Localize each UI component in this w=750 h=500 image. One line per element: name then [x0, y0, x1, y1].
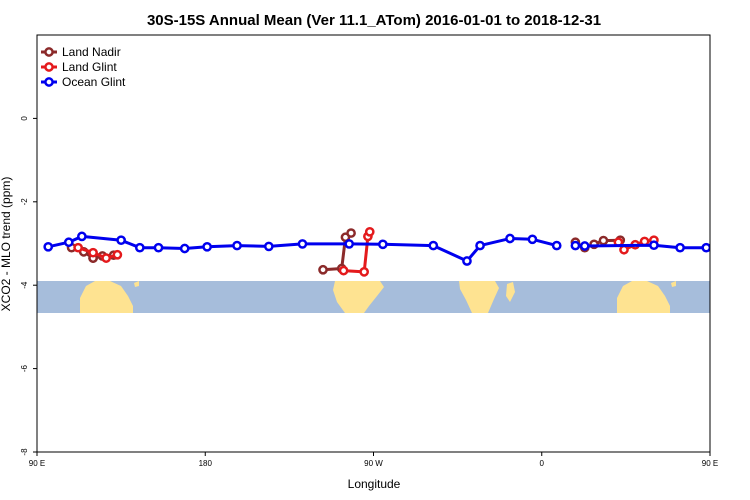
x-axis: 90 E 180 90 W 0 90 E: [29, 452, 718, 468]
series-1: [73, 226, 659, 277]
legend-swatch-marker-0: [44, 47, 54, 57]
land-shape-1: [134, 281, 139, 287]
series-2-point-0-8: [232, 240, 242, 251]
series-0-point-3-0: [742, 245, 749, 252]
x-axis-label: Longitude: [348, 477, 401, 491]
legend-item-2: Ocean Glint: [41, 75, 126, 89]
series-1-point-0-2: [101, 253, 112, 263]
series-0-point-2-3: [598, 235, 609, 246]
series-2-point-0-10: [297, 239, 308, 249]
y-tick-label-0: 0: [20, 116, 29, 121]
x-tick-label-4: 90 E: [702, 459, 718, 468]
land-shapes: [80, 281, 676, 313]
series-2-point-1-2: [649, 240, 659, 251]
series-2-point-1-0: [570, 240, 581, 251]
series-2-point-1-4: [701, 242, 710, 253]
series-0-line-3: [746, 249, 750, 260]
series-1-point-0-1: [88, 247, 98, 258]
x-tick-label-1: 180: [199, 459, 213, 468]
series-2-point-1-5: [729, 244, 736, 251]
series-1-point-1-1: [359, 267, 370, 277]
y-axis-label: XCO2 - MLO trend (ppm): [0, 177, 13, 312]
land-shape-0: [80, 281, 133, 313]
series-2-point-0-12: [377, 239, 388, 250]
land-shape-4: [506, 282, 515, 302]
series-2-point-0-15: [475, 240, 485, 251]
series-1-point-1-3: [364, 226, 375, 237]
series-0: [66, 228, 750, 275]
series-2-point-0-7: [202, 241, 212, 252]
series-2-point-0-1: [63, 237, 74, 248]
series-2-point-0-2: [77, 231, 87, 242]
series-2-point-1-3: [675, 242, 685, 253]
legend-label-2: Ocean Glint: [62, 75, 126, 89]
world-map-band: [37, 281, 710, 313]
chart-title: 30S-15S Annual Mean (Ver 11.1_ATom) 2016…: [147, 12, 601, 29]
series-2-point-0-14: [462, 256, 472, 266]
y-tick-label-4: -8: [20, 448, 29, 456]
series-1-point-0-3: [112, 249, 123, 260]
y-tick-label-1: -2: [20, 198, 29, 206]
series-2-point-0-17: [527, 234, 538, 245]
series-2-point-0-11: [344, 239, 355, 249]
y-axis: 0 -2 -4 -6 -8: [20, 116, 37, 456]
series-1-point-1-0: [338, 265, 349, 276]
series-2-point-0-5: [153, 242, 164, 253]
series-2-point-0-4: [134, 242, 145, 253]
x-tick-label-3: 0: [540, 459, 545, 468]
series-layer: [43, 226, 750, 277]
land-shape-2: [333, 281, 384, 313]
series-2-point-0-9: [263, 241, 274, 252]
legend-item-1: Land Glint: [41, 60, 117, 74]
series-0-point-1-0: [318, 264, 328, 275]
x-tick-label-0: 90 E: [29, 459, 45, 468]
series-2-point-0-6: [179, 243, 190, 254]
series-2-point-0-13: [428, 240, 439, 251]
series-1-point-0-0: [73, 242, 83, 253]
y-tick-label-2: -4: [20, 281, 29, 289]
plot-area: [36, 34, 750, 453]
series-2-point-1-1: [579, 241, 590, 251]
series-2-point-0-16: [505, 233, 515, 244]
land-shape-3: [459, 281, 499, 313]
series-2-point-0-0: [43, 241, 54, 252]
series-1-line-0: [77, 246, 118, 260]
series-1-point-2-1: [619, 244, 629, 255]
x-tick-label-2: 90 W: [364, 459, 383, 468]
series-2-point-0-18: [551, 240, 562, 251]
series-2-point-0-3: [116, 235, 126, 246]
land-shape-5: [617, 281, 670, 313]
legend-item-0: Land Nadir: [41, 45, 121, 59]
legend-swatch-marker-1: [44, 62, 54, 72]
legend-label-1: Land Glint: [62, 60, 117, 74]
legend-swatch-marker-2: [44, 77, 54, 87]
y-tick-label-3: -6: [20, 364, 29, 372]
land-shape-6: [671, 281, 676, 287]
legend-label-0: Land Nadir: [62, 45, 121, 59]
series-0-point-1-3: [346, 228, 356, 238]
